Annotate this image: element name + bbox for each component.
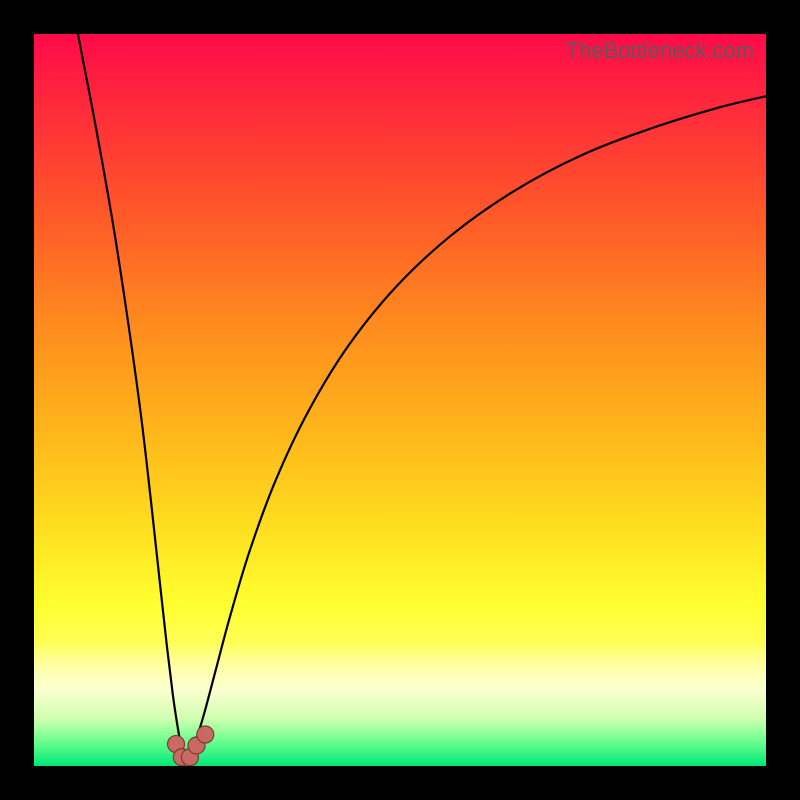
watermark-text: TheBottleneck.com xyxy=(566,38,754,64)
curve-right xyxy=(191,96,766,749)
curve-left xyxy=(78,34,183,749)
dots-group xyxy=(168,726,214,766)
curves-layer xyxy=(34,34,766,766)
chart-frame: TheBottleneck.com xyxy=(0,0,800,800)
plot-area: TheBottleneck.com xyxy=(34,34,766,766)
data-dot xyxy=(197,726,214,743)
